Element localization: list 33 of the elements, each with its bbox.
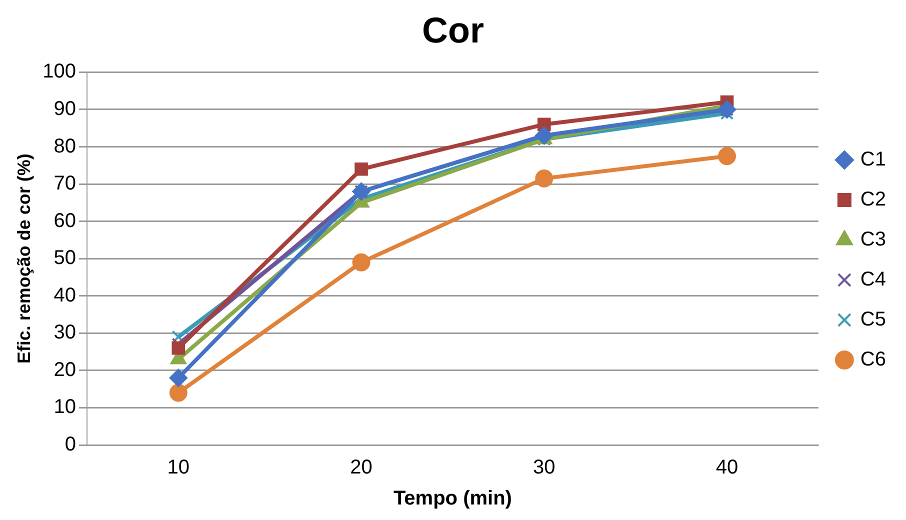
legend-label: C4 <box>860 268 886 291</box>
legend-label: C6 <box>860 348 886 371</box>
legend-label: C1 <box>860 148 886 171</box>
y-tick-label: 10 <box>54 396 76 418</box>
x-tick-label: 40 <box>716 456 738 479</box>
y-tick-label: 70 <box>54 172 76 195</box>
y-tick-label: 90 <box>54 98 76 120</box>
point <box>535 126 554 145</box>
y-axis-title: Efic. remoção de cor (%) <box>14 154 34 364</box>
x-tick-label: 30 <box>533 456 556 479</box>
chart-title: Cor <box>422 10 484 51</box>
y-tick-label: 80 <box>54 135 76 158</box>
y-tick-label: 0 <box>64 434 76 456</box>
point <box>354 162 368 176</box>
y-tick-label: 40 <box>54 284 76 306</box>
y-tick-label: 20 <box>54 358 76 381</box>
y-tick-label: 100 <box>42 60 76 83</box>
point <box>169 368 188 387</box>
point <box>535 169 554 188</box>
y-tick-label: 60 <box>54 210 76 232</box>
y-tick-label: 30 <box>54 322 76 344</box>
x-tick-label: 10 <box>167 456 190 479</box>
legend-label: C5 <box>860 308 886 331</box>
x-axis-title: Tempo (min) <box>393 488 512 510</box>
point <box>352 253 370 272</box>
point <box>718 147 736 166</box>
point <box>718 100 736 118</box>
legend-label: C3 <box>860 228 886 251</box>
legend-label: C2 <box>860 188 886 211</box>
x-tick-label: 20 <box>350 456 372 479</box>
point <box>169 384 188 402</box>
y-tick-label: 50 <box>54 247 76 270</box>
point <box>172 341 186 355</box>
